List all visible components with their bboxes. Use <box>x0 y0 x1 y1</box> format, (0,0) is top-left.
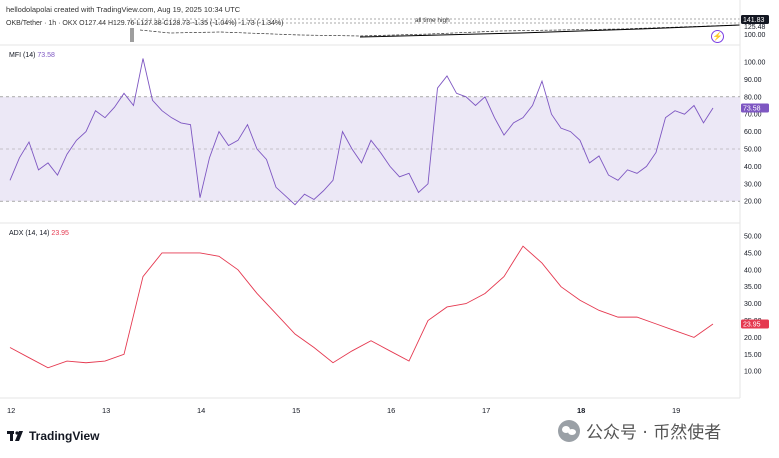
adx-legend-name: ADX (14, 14) <box>9 230 50 237</box>
mfi-series-line <box>9 58 714 206</box>
mfi-axis-label: 70.00 <box>744 112 762 119</box>
mfi-legend[interactable]: MFI (14) 73.58 <box>9 52 55 59</box>
adx-axis-label: 20.00 <box>744 335 762 342</box>
ath-line <box>359 24 741 38</box>
adx-series-line <box>9 245 714 369</box>
mfi-axis-label: 50.00 <box>744 147 762 154</box>
adx-axis-label: 10.00 <box>744 369 762 376</box>
time-axis-label: 15 <box>292 406 300 415</box>
adx-axis-label: 50.00 <box>744 234 762 241</box>
time-axis-label: 12 <box>7 406 15 415</box>
price-ath-tag-bg <box>741 15 769 24</box>
price-ath-tag: 141.83 <box>743 17 765 24</box>
time-axis-label: 18 <box>577 406 585 415</box>
tradingview-brand[interactable]: TradingView <box>7 429 99 443</box>
time-axis-label: 16 <box>387 406 395 415</box>
mfi-axis-label: 20.00 <box>744 199 762 206</box>
adx-axis: 50.0045.0040.0035.0030.0025.0020.0015.00… <box>741 234 769 376</box>
mfi-axis-label: 90.00 <box>744 77 762 84</box>
watermark-text: 公众号 · 币然使者 <box>586 423 722 443</box>
mfi-pane: 100.00 90.00 80.00 70.00 60.00 50.00 40.00 30.0… <box>0 58 769 206</box>
mfi-axis-label: 30.00 <box>744 181 762 188</box>
mfi-legend-name: MFI (14) <box>9 52 36 59</box>
tradingview-logo-icon <box>7 431 23 441</box>
adx-last-value-tag: 23.95 <box>743 322 761 329</box>
mfi-axis-label: 40.00 <box>744 164 762 171</box>
adx-pane: 50.0045.0040.0035.0030.0025.0020.0015.00… <box>9 234 769 376</box>
time-axis-label: 17 <box>482 406 490 415</box>
adx-legend[interactable]: ADX (14, 14) 23.95 <box>9 230 69 237</box>
adx-axis-label: 30.00 <box>744 301 762 308</box>
chart-caption: hellodolapolai created with TradingView.… <box>6 5 241 14</box>
adx-axis-label: 45.00 <box>744 250 762 257</box>
adx-axis-label: 35.00 <box>744 284 762 291</box>
price-strip <box>130 16 741 42</box>
price-line <box>139 24 741 37</box>
watermark: 公众号 · 币然使者 <box>558 418 721 443</box>
adx-legend-value: 23.95 <box>51 230 69 237</box>
all-time-high-label: all time high <box>415 17 450 24</box>
adx-last-value-tag-bg <box>741 319 769 329</box>
price-axis-label: 125.48 <box>744 24 766 31</box>
mfi-band <box>0 96 740 202</box>
tradingview-brand-text: TradingView <box>29 429 100 443</box>
time-axis-label: 13 <box>102 406 110 415</box>
alert-icon[interactable]: ⚡ <box>711 30 724 43</box>
time-axis: 12 13 14 15 16 17 18 19 <box>7 406 680 415</box>
adx-axis-label: 15.00 <box>744 352 762 359</box>
adx-axis-label: 40.00 <box>744 267 762 274</box>
symbol-info-line: OKB/Tether · 1h · OKX O127.44 H129.76 L1… <box>6 20 284 27</box>
mfi-axis-label: 80.00 <box>744 94 762 101</box>
time-axis-label: 14 <box>197 406 205 415</box>
price-axis-label: 100.00 <box>744 32 766 39</box>
mfi-legend-value: 73.58 <box>37 52 55 59</box>
mfi-last-value-tag: 73.58 <box>743 105 761 112</box>
mfi-axis-label: 100.00 <box>744 60 766 67</box>
wechat-icon <box>558 419 580 442</box>
mfi-axis-label: 60.00 <box>744 129 762 136</box>
price-bar <box>130 28 134 42</box>
time-axis-label: 19 <box>672 406 680 415</box>
mfi-last-value-tag-bg <box>741 103 769 113</box>
mfi-axis: 100.00 90.00 80.00 70.00 60.00 50.00 40.00 30.0… <box>741 60 769 206</box>
